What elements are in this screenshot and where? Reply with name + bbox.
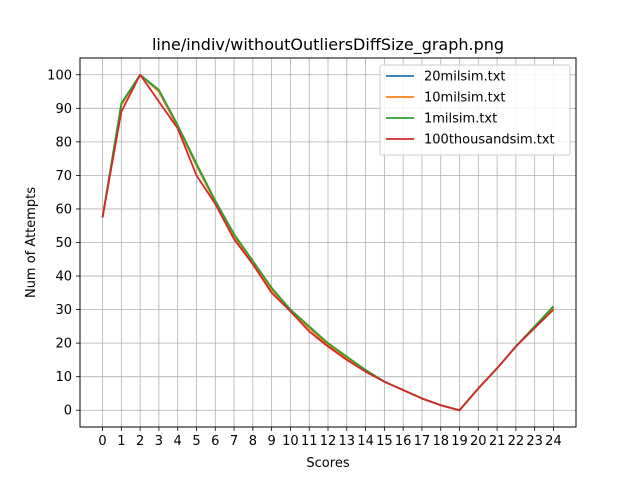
x-tick-label: 13 [339,434,356,449]
x-tick-label: 9 [267,434,275,449]
x-tick-label: 8 [249,434,257,449]
x-axis: 0 1 2 3 4 5 6 7 8 9 10 11 12 13 14 15 16 17 18 19 20 21 22 23 24 [98,427,562,449]
y-tick-label: 0 [64,404,72,419]
y-tick-label: 70 [55,169,72,184]
x-tick-label: 6 [211,434,219,449]
chart-title: line/indiv/withoutOutliersDiffSize_graph… [152,35,504,55]
x-tick-label: 1 [117,434,125,449]
legend-label: 100thousandsim.txt [424,133,555,148]
x-tick-label: 21 [489,434,506,449]
y-axis: 0 10 20 30 40 50 60 70 80 90 100 [47,68,80,419]
y-tick-label: 40 [55,270,72,285]
x-tick-label: 15 [376,434,393,449]
y-tick-label: 100 [47,68,72,83]
legend-label: 10milsim.txt [424,91,506,106]
x-tick-label: 3 [155,434,163,449]
x-tick-label: 23 [526,434,543,449]
x-tick-label: 24 [545,434,562,449]
x-tick-label: 12 [320,434,337,449]
x-tick-label: 16 [395,434,412,449]
y-tick-label: 60 [55,202,72,217]
series-line-3 [101,73,555,412]
legend-label: 20milsim.txt [424,70,506,85]
series-lines [101,73,555,412]
x-tick-label: 11 [301,434,318,449]
x-tick-label: 18 [432,434,449,449]
x-tick-label: 20 [470,434,487,449]
y-tick-label: 50 [55,236,72,251]
x-tick-label: 0 [98,434,106,449]
y-tick-label: 10 [55,370,72,385]
x-tick-label: 5 [192,434,200,449]
y-axis-label: Num of Attempts [24,187,39,298]
legend-label: 1milsim.txt [424,112,497,127]
y-tick-label: 30 [55,303,72,318]
x-tick-label: 4 [174,434,182,449]
x-tick-label: 22 [508,434,525,449]
x-tick-label: 14 [357,434,374,449]
x-tick-label: 2 [136,434,144,449]
x-tick-label: 17 [414,434,431,449]
y-tick-label: 90 [55,102,72,117]
x-tick-label: 7 [230,434,238,449]
legend-box [379,64,571,156]
x-tick-label: 19 [451,434,468,449]
x-tick-label: 10 [282,434,299,449]
x-axis-label: Scores [306,456,349,471]
legend: 20milsim.txt 10milsim.txt 1milsim.txt 100th… [379,64,571,156]
y-tick-label: 20 [55,337,72,352]
y-tick-label: 80 [55,135,72,150]
